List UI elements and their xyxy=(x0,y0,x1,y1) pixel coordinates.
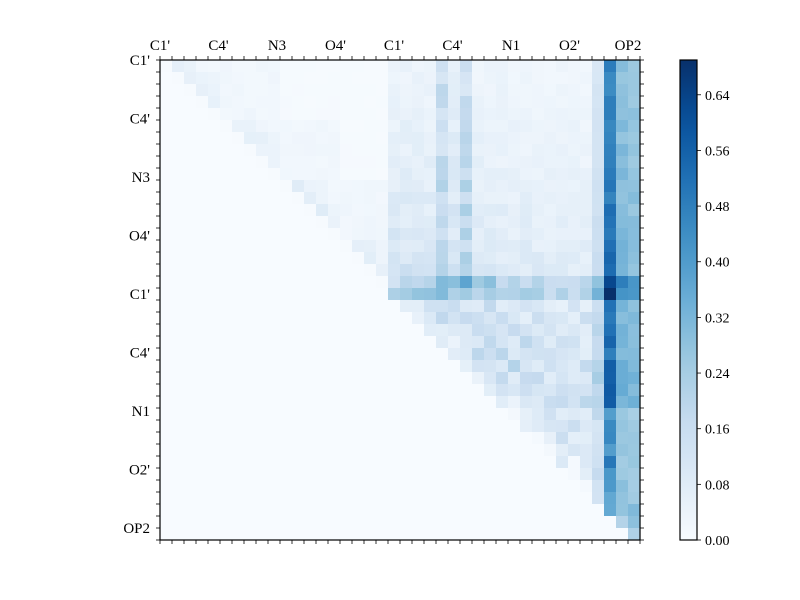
svg-text:N3: N3 xyxy=(132,170,150,186)
svg-text:0.32: 0.32 xyxy=(705,311,730,326)
svg-text:0.24: 0.24 xyxy=(705,367,730,382)
svg-text:O4': O4' xyxy=(129,229,150,245)
svg-text:O2': O2' xyxy=(559,38,580,54)
svg-text:C1': C1' xyxy=(130,287,151,303)
svg-text:0.40: 0.40 xyxy=(705,256,730,271)
svg-text:C1': C1' xyxy=(150,38,171,54)
svg-text:C1': C1' xyxy=(384,38,405,54)
svg-text:OP2: OP2 xyxy=(615,38,642,54)
svg-text:N1: N1 xyxy=(132,404,150,420)
svg-text:0.48: 0.48 xyxy=(705,200,730,215)
svg-text:N1: N1 xyxy=(502,38,520,54)
svg-text:C4': C4' xyxy=(442,38,463,54)
svg-text:OP2: OP2 xyxy=(123,521,150,537)
svg-text:O4': O4' xyxy=(325,38,346,54)
svg-text:C4': C4' xyxy=(130,112,151,128)
svg-text:0.64: 0.64 xyxy=(705,89,730,104)
svg-text:O2': O2' xyxy=(129,463,150,479)
svg-text:N3: N3 xyxy=(268,38,286,54)
svg-text:0.16: 0.16 xyxy=(705,423,730,438)
svg-text:C4': C4' xyxy=(208,38,229,54)
svg-text:0.00: 0.00 xyxy=(705,534,730,549)
svg-text:C4': C4' xyxy=(130,346,151,362)
svg-text:C1': C1' xyxy=(130,53,151,69)
svg-text:0.08: 0.08 xyxy=(705,478,730,493)
svg-text:0.56: 0.56 xyxy=(705,144,730,159)
